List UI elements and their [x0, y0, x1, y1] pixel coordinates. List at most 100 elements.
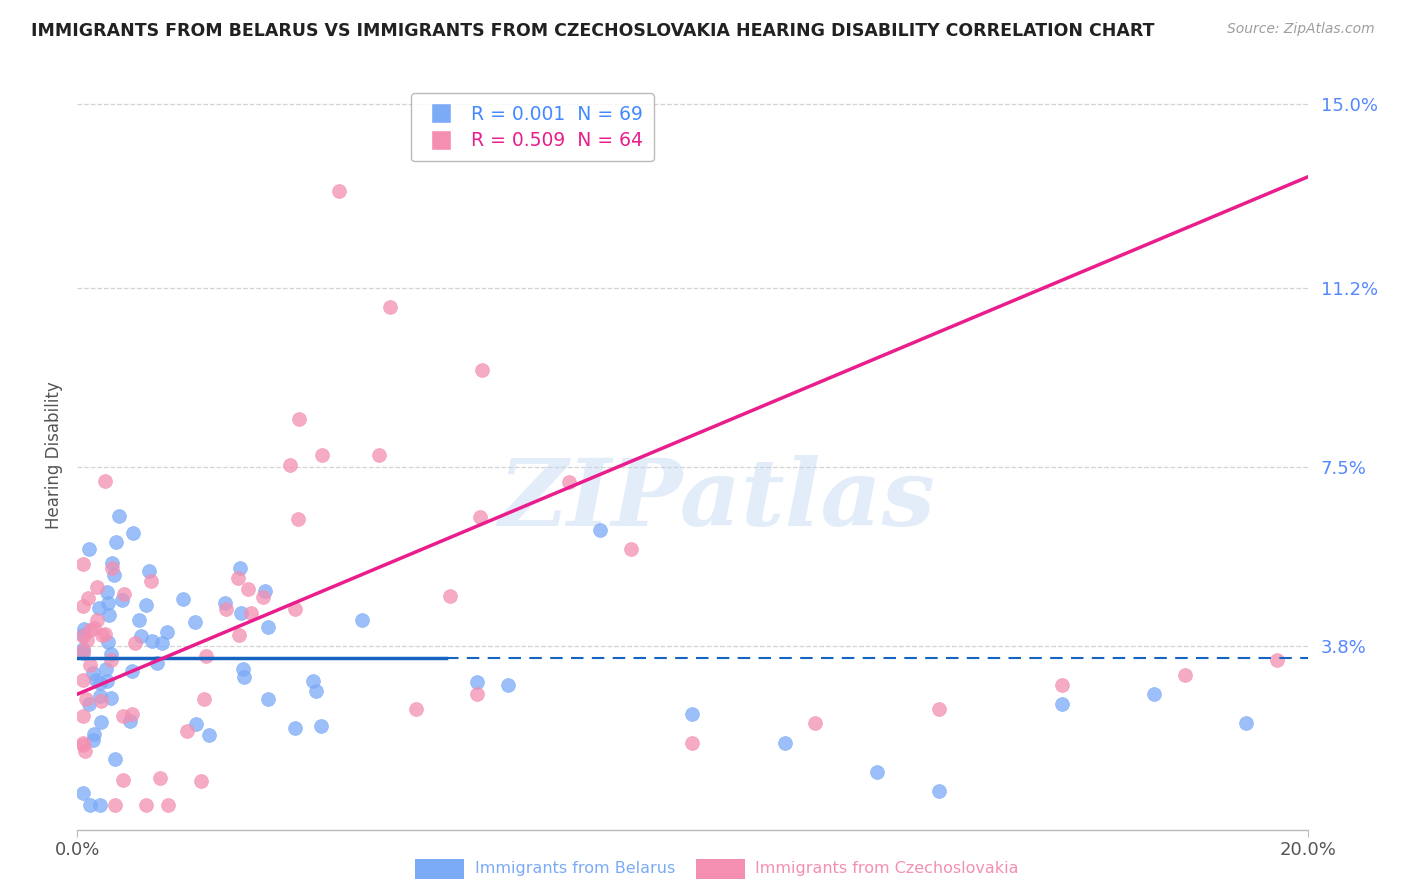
Point [928, 784, 950, 798]
Point [108, 509, 131, 524]
Point [72, 673, 94, 687]
Point [72, 735, 94, 749]
Point [103, 568, 125, 582]
Point [470, 510, 492, 524]
Point [184, 717, 207, 731]
Point [157, 798, 180, 813]
Text: Immigrants from Belarus: Immigrants from Belarus [475, 862, 675, 876]
Point [804, 716, 827, 731]
Point [72, 644, 94, 658]
Point [1050, 677, 1073, 691]
Point [105, 535, 128, 549]
Point [72, 641, 94, 656]
Point [350, 613, 373, 627]
Point [87, 600, 110, 615]
Point [79, 624, 101, 638]
Point [79, 798, 101, 813]
Point [75, 691, 97, 706]
Point [100, 560, 122, 574]
Point [1050, 697, 1073, 711]
Point [215, 602, 238, 616]
Point [465, 687, 488, 701]
Point [72, 629, 94, 643]
Point [198, 728, 221, 742]
Point [94, 627, 117, 641]
Text: Source: ZipAtlas.com: Source: ZipAtlas.com [1227, 22, 1375, 37]
Point [139, 574, 162, 588]
Point [1234, 716, 1257, 731]
Point [128, 613, 150, 627]
Point [496, 677, 519, 691]
Point [194, 648, 217, 663]
Point [104, 798, 127, 813]
Point [91, 628, 114, 642]
Point [278, 458, 301, 473]
Point [252, 590, 274, 604]
Point [254, 584, 277, 599]
Point [620, 542, 643, 557]
Point [367, 448, 389, 462]
Point [77, 591, 100, 606]
Point [558, 475, 581, 489]
Point [72, 709, 94, 723]
Point [89, 676, 111, 690]
Point [302, 673, 325, 688]
Point [84, 673, 107, 688]
Point [288, 411, 311, 425]
Point [284, 601, 307, 615]
Point [111, 593, 134, 607]
Point [75, 744, 97, 758]
Point [226, 571, 249, 585]
Point [471, 363, 494, 377]
Point [86, 613, 108, 627]
Point [96, 585, 118, 599]
Point [86, 580, 108, 594]
Point [256, 620, 278, 634]
Point [72, 738, 94, 752]
Point [465, 674, 488, 689]
Point [682, 735, 704, 749]
Point [190, 774, 212, 789]
Point [773, 735, 796, 749]
Point [72, 557, 94, 571]
Point [305, 684, 328, 698]
Point [146, 656, 169, 670]
Point [232, 663, 254, 677]
Point [98, 608, 121, 623]
Point [82, 732, 104, 747]
Point [1143, 687, 1166, 701]
Point [97, 596, 120, 610]
Point [76, 632, 98, 647]
Point [1265, 653, 1288, 667]
Point [79, 658, 101, 673]
Point [112, 772, 135, 787]
Point [97, 634, 120, 648]
Point [124, 635, 146, 649]
Point [100, 556, 122, 570]
Legend: R = 0.001  N = 69, R = 0.509  N = 64: R = 0.001 N = 69, R = 0.509 N = 64 [411, 94, 654, 161]
Point [82, 665, 104, 680]
Point [150, 636, 173, 650]
Point [118, 714, 141, 728]
Point [232, 670, 254, 684]
Point [72, 627, 94, 641]
Text: Immigrants from Czechoslovakia: Immigrants from Czechoslovakia [755, 862, 1018, 876]
Point [240, 606, 263, 620]
Point [90, 715, 112, 730]
Point [138, 564, 160, 578]
Point [309, 718, 332, 732]
Point [135, 798, 157, 813]
Point [405, 702, 427, 716]
Point [77, 697, 100, 711]
Point [229, 560, 252, 574]
Point [378, 301, 401, 315]
Point [129, 629, 152, 643]
Point [72, 646, 94, 660]
Point [1174, 668, 1197, 682]
Point [72, 599, 94, 614]
Point [100, 647, 122, 661]
Point [104, 751, 127, 765]
Point [77, 541, 100, 556]
Point [72, 786, 94, 800]
Point [156, 625, 179, 640]
